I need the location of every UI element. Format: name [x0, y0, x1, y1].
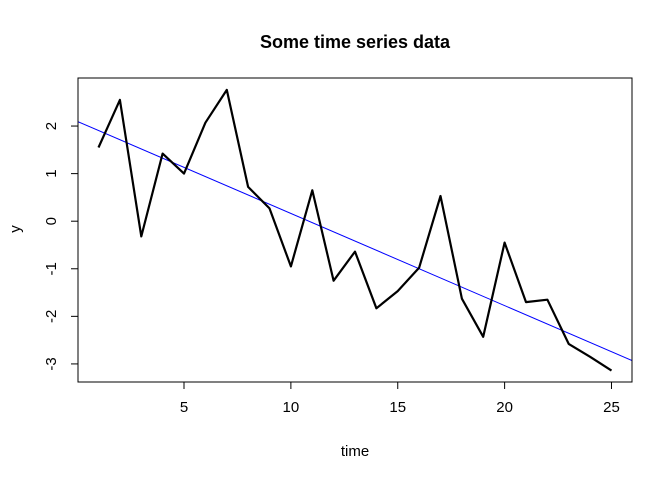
- x-tick-label: 25: [603, 399, 620, 416]
- x-axis-label: time: [341, 443, 369, 460]
- y-axis-label: y: [7, 225, 24, 233]
- x-tick-label: 15: [389, 399, 406, 416]
- series-line: [97, 88, 613, 372]
- plot-area: [78, 88, 632, 372]
- y-tick-label: 1: [43, 169, 60, 177]
- chart-title: Some time series data: [260, 32, 451, 52]
- y-tick-label: -2: [43, 310, 60, 323]
- x-tick-label: 20: [496, 399, 513, 416]
- y-tick-label: -1: [43, 262, 60, 275]
- x-tick-label: 10: [283, 399, 300, 416]
- y-tick-label: -3: [43, 357, 60, 370]
- plot-frame: [77, 77, 633, 383]
- x-tick-label: 5: [180, 399, 188, 416]
- y-tick-label: 2: [43, 122, 60, 130]
- axis-ticks: 5 10 15 20 25 -3 -2 -1 0 1 2: [43, 122, 620, 416]
- y-tick-label: 0: [43, 217, 60, 225]
